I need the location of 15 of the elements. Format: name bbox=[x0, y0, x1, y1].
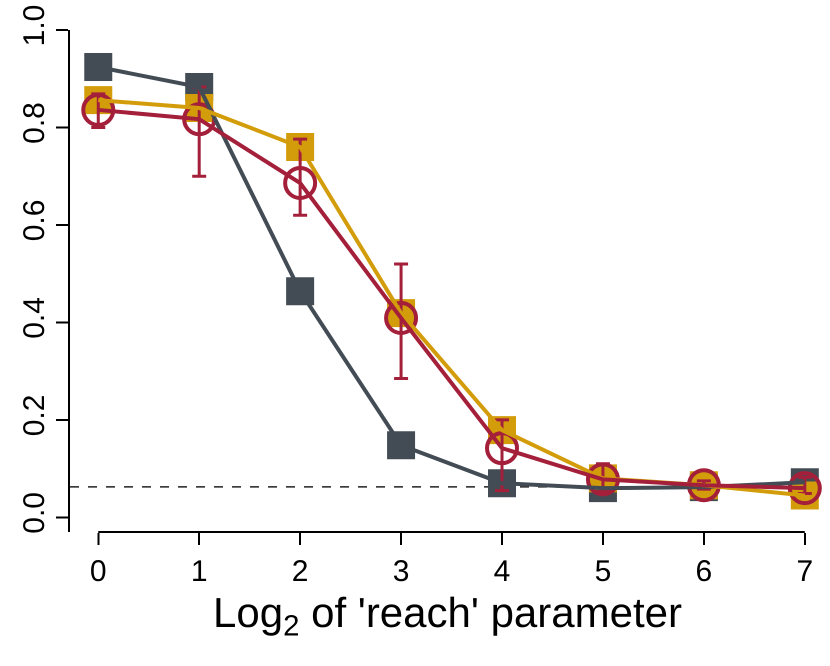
y-tick-label: 0.0 bbox=[18, 492, 51, 534]
y-tick-label: 0.6 bbox=[18, 200, 51, 242]
x-tick-label: 7 bbox=[796, 555, 814, 588]
x-tick-label: 4 bbox=[494, 555, 510, 588]
y-tick-label: 1.0 bbox=[18, 4, 51, 46]
x-axis-title: Log$_{2}$ of 'reach' parameter bbox=[213, 588, 682, 643]
x-tick-label: 0 bbox=[90, 555, 107, 588]
y-tick-label: 0.8 bbox=[18, 102, 51, 144]
x-tick-label: 5 bbox=[594, 555, 612, 588]
x-tick-label: 1 bbox=[190, 555, 208, 588]
x-tick-label: 6 bbox=[696, 555, 712, 588]
x-tick-label: 2 bbox=[292, 555, 308, 588]
y-tick-label: 0.4 bbox=[18, 297, 51, 339]
y-tick-label: 0.2 bbox=[18, 394, 51, 436]
x-tick-label: 3 bbox=[392, 555, 410, 588]
